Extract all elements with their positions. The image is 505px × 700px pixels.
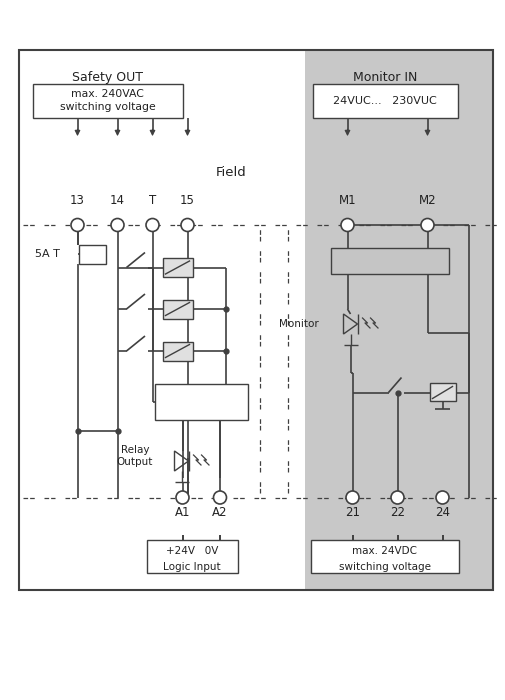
Bar	[163, 342, 192, 360]
Circle shape	[176, 491, 189, 504]
Circle shape	[421, 218, 434, 232]
Text: +24V   0V: +24V 0V	[166, 546, 218, 556]
Text: Monitor: Monitor	[279, 319, 319, 329]
Circle shape	[391, 491, 404, 504]
Text: 13: 13	[70, 193, 85, 206]
Text: Safety OUT: Safety OUT	[72, 71, 143, 84]
Text: 14: 14	[110, 193, 125, 206]
Bar	[305, 50, 492, 590]
Text: Relay
Output: Relay Output	[117, 444, 153, 468]
Circle shape	[111, 218, 124, 232]
Circle shape	[181, 218, 194, 232]
Circle shape	[341, 218, 354, 232]
Text: 15: 15	[180, 193, 195, 206]
Text: T: T	[149, 193, 156, 206]
Circle shape	[71, 218, 84, 232]
Text: 5A T: 5A T	[35, 249, 60, 259]
Bar	[163, 258, 192, 277]
Text: Monitor IN: Monitor IN	[353, 71, 417, 84]
Text: M1: M1	[339, 193, 357, 206]
Text: max. 24VDC: max. 24VDC	[352, 546, 418, 556]
Bar	[78, 245, 106, 264]
Bar	[155, 384, 247, 420]
Text: M2: M2	[419, 193, 436, 206]
Text: 24VUC...   230VUC: 24VUC... 230VUC	[333, 95, 437, 106]
Bar	[429, 384, 456, 402]
Text: Field: Field	[216, 166, 246, 179]
Text: A2: A2	[212, 506, 228, 519]
Circle shape	[146, 218, 159, 232]
Bar	[311, 540, 459, 573]
Circle shape	[346, 491, 359, 504]
Bar	[331, 248, 448, 274]
Bar	[32, 83, 182, 118]
Text: 21: 21	[345, 506, 360, 519]
Text: 22: 22	[390, 506, 405, 519]
Circle shape	[436, 491, 449, 504]
Text: switching voltage: switching voltage	[339, 563, 431, 573]
Bar	[163, 300, 192, 318]
Bar	[313, 83, 458, 118]
Text: A1: A1	[175, 506, 190, 519]
Text: 24: 24	[435, 506, 450, 519]
Bar	[146, 540, 237, 573]
Text: Logic Input: Logic Input	[163, 563, 221, 573]
Text: max. 240VAC
switching voltage: max. 240VAC switching voltage	[60, 89, 156, 112]
Circle shape	[214, 491, 227, 504]
Bar	[19, 50, 492, 590]
